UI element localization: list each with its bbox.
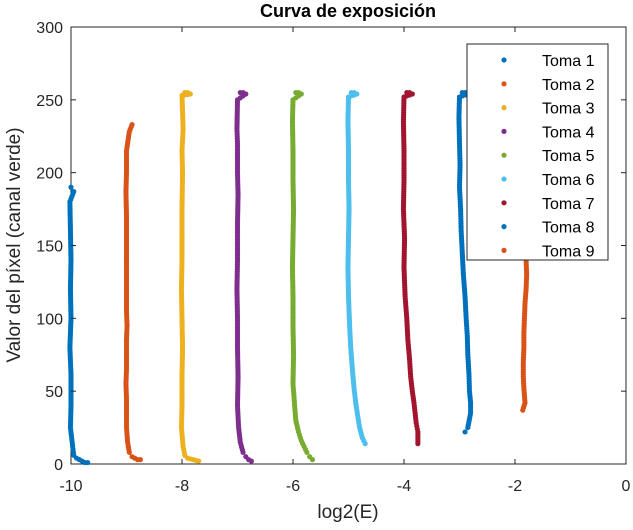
legend-label: Toma 6 bbox=[542, 172, 595, 189]
data-point bbox=[415, 441, 421, 447]
y-tick-label: 0 bbox=[54, 457, 63, 474]
y-axis-label: Valor del píxel (canal verde) bbox=[4, 127, 25, 362]
legend-marker bbox=[501, 81, 507, 87]
legend-marker bbox=[501, 105, 507, 111]
legend-label: Toma 7 bbox=[542, 196, 595, 213]
data-marks bbox=[67, 89, 530, 466]
series-6 bbox=[345, 89, 368, 447]
legend-marker bbox=[501, 152, 507, 158]
legend: Toma 1 Toma 2 Toma 3 Toma 4 Toma 5 Toma 6 Toma… bbox=[466, 43, 609, 261]
data-point bbox=[85, 459, 91, 466]
data-point bbox=[137, 457, 143, 463]
legend-marker bbox=[501, 224, 507, 230]
data-point bbox=[520, 407, 526, 413]
data-point bbox=[309, 457, 316, 463]
series-2 bbox=[123, 121, 143, 463]
y-tick-label: 50 bbox=[45, 384, 63, 401]
legend-marker bbox=[501, 200, 507, 206]
data-point bbox=[68, 184, 74, 190]
x-tick-label: -10 bbox=[59, 478, 82, 495]
legend-box bbox=[466, 43, 609, 261]
x-tick-label: -8 bbox=[175, 478, 189, 495]
data-point bbox=[362, 441, 368, 447]
data-point bbox=[126, 449, 132, 455]
x-tick-label: -4 bbox=[397, 478, 411, 495]
y-tick-label: 100 bbox=[36, 311, 63, 328]
legend-marker bbox=[501, 247, 507, 253]
data-point bbox=[248, 458, 254, 464]
data-point bbox=[196, 458, 202, 464]
series-7 bbox=[400, 89, 421, 447]
series-3 bbox=[178, 89, 202, 464]
legend-label: Toma 9 bbox=[542, 243, 595, 260]
x-tick-label: -2 bbox=[508, 478, 522, 495]
data-point bbox=[465, 424, 471, 431]
legend-marker bbox=[501, 176, 507, 182]
y-tick-label: 250 bbox=[36, 93, 63, 110]
legend-label: Toma 3 bbox=[542, 101, 595, 118]
series-4 bbox=[234, 89, 254, 464]
axis-ticks: -10 -8 -6 -4 -2 0 0 50 100 150 200 250 300 bbox=[36, 20, 630, 495]
series-5 bbox=[289, 89, 316, 463]
series-1 bbox=[67, 184, 91, 466]
y-tick-label: 200 bbox=[36, 166, 63, 183]
y-tick-label: 150 bbox=[36, 239, 63, 256]
chart-title: Curva de exposición bbox=[260, 1, 436, 21]
legend-label: Toma 8 bbox=[542, 220, 595, 237]
x-axis-label: log2(E) bbox=[317, 502, 378, 523]
data-point bbox=[304, 449, 310, 455]
x-tick-label: -6 bbox=[286, 478, 300, 495]
data-point bbox=[240, 449, 246, 455]
legend-label: Toma 2 bbox=[542, 77, 595, 94]
legend-label: Toma 5 bbox=[542, 148, 595, 165]
data-point bbox=[462, 429, 468, 435]
legend-marker bbox=[501, 57, 507, 63]
x-tick-label: 0 bbox=[622, 478, 631, 495]
legend-label: Toma 1 bbox=[542, 53, 595, 70]
legend-marker bbox=[501, 128, 507, 134]
legend-label: Toma 4 bbox=[542, 124, 595, 141]
series-8 bbox=[456, 89, 474, 435]
y-tick-label: 300 bbox=[36, 20, 63, 37]
